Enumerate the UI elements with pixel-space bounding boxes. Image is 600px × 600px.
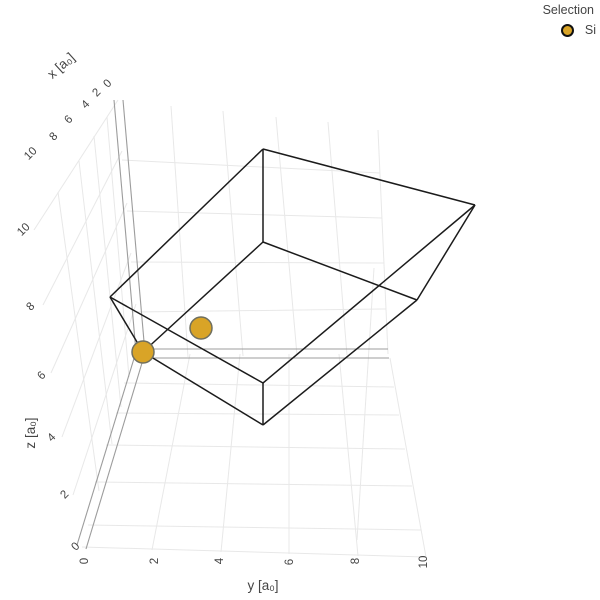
grid-line <box>115 412 400 416</box>
legend-item-si[interactable]: Si <box>543 23 596 37</box>
z-tick-label: 8 <box>24 300 37 313</box>
x-axis-title: x [a₀] <box>44 50 77 82</box>
grid-line <box>338 353 359 557</box>
grid-line <box>222 110 244 357</box>
grid-line <box>389 357 427 558</box>
cell-edge <box>262 241 418 301</box>
grid-line <box>87 524 422 531</box>
grid-line <box>133 308 387 313</box>
atom-marker-si[interactable] <box>189 316 213 340</box>
grid-line <box>126 210 383 219</box>
grid-line <box>377 129 389 355</box>
axis-frame-line <box>76 351 137 546</box>
grid-line <box>81 546 427 558</box>
grid-line <box>121 159 381 174</box>
grid-line <box>93 135 122 408</box>
y-tick-label: 8 <box>350 558 362 564</box>
grid-line <box>105 444 406 450</box>
y-tick-label: 2 <box>149 558 161 564</box>
axis-frame-line <box>85 352 146 550</box>
legend: Selection Si <box>543 3 596 37</box>
si-marker-icon <box>560 23 574 37</box>
grid-line <box>123 382 395 388</box>
grid-line <box>42 150 123 306</box>
grid-line <box>50 202 128 374</box>
y-tick-label: 10 <box>418 556 430 569</box>
grid-line <box>151 353 191 551</box>
y-axis-title: y [a₀] <box>247 578 278 593</box>
x-tick-label: 0 <box>101 77 114 90</box>
grid-line <box>78 160 113 445</box>
legend-title: Selection <box>542 3 594 17</box>
legend-item-label: Si <box>584 23 596 37</box>
cell-edge <box>109 148 264 298</box>
grid-line <box>327 121 348 356</box>
cell-edge <box>262 148 476 206</box>
atom-marker-si[interactable] <box>131 340 155 364</box>
grid-line <box>94 481 413 487</box>
y-tick-label: 6 <box>284 559 296 565</box>
grid-line <box>57 191 100 492</box>
z-tick-label: 0 <box>69 540 82 553</box>
grid-line <box>106 116 130 378</box>
cell-edge <box>109 296 264 384</box>
grid-line <box>220 353 241 553</box>
grid-line <box>130 261 385 264</box>
grid-line <box>33 99 119 231</box>
grid-line <box>170 105 189 358</box>
axis-frame-line <box>113 99 137 353</box>
axis-frame-line <box>122 99 146 354</box>
grid-line <box>72 303 137 496</box>
y-tick-label: 0 <box>79 558 91 564</box>
grid-line <box>356 267 375 541</box>
z-tick-label: 4 <box>45 431 58 444</box>
cell-edge <box>262 204 476 384</box>
x-tick-label: 10 <box>22 145 40 163</box>
z-tick-label: 10 <box>15 221 33 239</box>
x-tick-label: 4 <box>79 98 92 111</box>
cell-edge <box>416 204 476 301</box>
cell-edge <box>142 351 264 426</box>
cell-edge <box>142 241 264 353</box>
grid-line <box>275 116 298 356</box>
cell-edge <box>262 299 418 426</box>
x-tick-label: 2 <box>90 86 103 99</box>
z-tick-label: 2 <box>58 488 71 501</box>
y-tick-label: 4 <box>214 557 226 564</box>
grid-line <box>61 252 132 438</box>
z-axis-title: z [a₀] <box>23 417 38 448</box>
x-tick-label: 6 <box>62 113 75 126</box>
z-tick-label: 6 <box>35 369 48 382</box>
x-tick-label: 8 <box>47 130 60 143</box>
